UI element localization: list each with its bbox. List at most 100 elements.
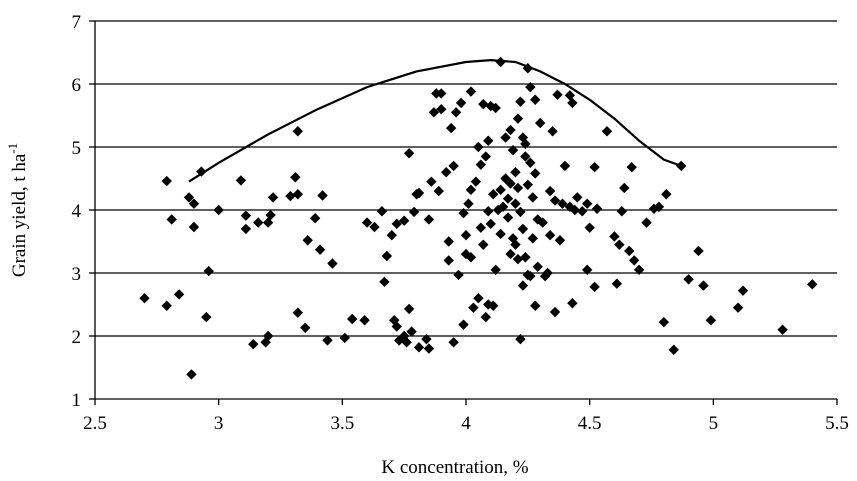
data-point [661, 189, 672, 200]
x-tick-label-2.5: 2.5 [83, 413, 107, 434]
data-point [581, 198, 593, 209]
data-point [537, 217, 548, 228]
x-tick-label-5: 5 [709, 413, 719, 434]
data-point [285, 190, 296, 202]
data-point [183, 192, 195, 203]
data-point [428, 107, 440, 118]
data-point [547, 126, 558, 137]
x-tick-label-4.5: 4.5 [578, 413, 602, 434]
data-point [240, 223, 252, 235]
data-point [517, 223, 529, 235]
data-point [381, 250, 393, 262]
data-point [248, 338, 259, 350]
data-point [581, 264, 593, 276]
data-point [520, 138, 531, 150]
data-point [648, 203, 660, 214]
data-point [525, 270, 536, 282]
data-point [290, 172, 301, 183]
data-point [502, 193, 514, 204]
data-point [322, 335, 333, 346]
data-point [398, 215, 410, 226]
data-point [807, 279, 818, 290]
data-point [401, 337, 412, 348]
data-point [475, 222, 487, 233]
data-point [510, 198, 521, 209]
data-point [391, 218, 402, 230]
y-axis-title-superscript: -1 [5, 143, 20, 154]
data-point [584, 222, 595, 233]
data-point [267, 192, 279, 203]
data-point [463, 198, 474, 209]
data-point [668, 344, 679, 356]
data-point [505, 124, 516, 136]
y-axis-title: Grain yield, t ha-1 [5, 143, 30, 277]
data-point [641, 217, 652, 228]
data-point [505, 248, 516, 260]
data-point [683, 274, 694, 285]
axes [89, 20, 838, 405]
data-point [510, 167, 521, 178]
data-point [495, 228, 506, 240]
data-point [436, 104, 447, 115]
data-point [500, 132, 511, 143]
data-point [465, 252, 477, 263]
data-point [386, 230, 397, 241]
data-point [549, 195, 561, 206]
data-point [522, 179, 534, 190]
data-point [470, 176, 482, 187]
data-point [480, 151, 491, 162]
data-point [502, 212, 514, 223]
data-point [188, 221, 200, 233]
data-point [515, 96, 526, 107]
data-point [453, 269, 464, 281]
data-point [544, 230, 556, 241]
data-point [468, 302, 479, 313]
data-point [300, 322, 311, 334]
data-point [512, 253, 524, 265]
data-point [369, 221, 380, 233]
data-point [589, 161, 600, 173]
data-point [478, 98, 489, 110]
data-point [589, 281, 600, 293]
data-point [653, 201, 665, 213]
data-point [485, 218, 496, 230]
data-point [530, 168, 541, 179]
data-point [203, 265, 214, 277]
data-point [443, 255, 454, 266]
data-point [361, 217, 373, 228]
data-point [693, 245, 704, 257]
data-point [572, 192, 583, 203]
data-point [441, 167, 452, 178]
y-tick-labels: 1 2 3 4 5 6 7 [72, 12, 82, 411]
x-tick-label-5.5: 5.5 [825, 413, 849, 434]
x-tick-label-4: 4 [461, 413, 471, 434]
data-point [737, 285, 749, 296]
data-point [408, 206, 420, 218]
data-point [510, 239, 521, 250]
data-point [240, 210, 252, 221]
data-point [544, 185, 556, 197]
y-tick-label-2: 2 [72, 327, 82, 348]
data-point [436, 88, 447, 99]
data-point [188, 198, 200, 209]
data-point [445, 122, 457, 134]
data-point [527, 192, 538, 203]
y-tick-label-1: 1 [72, 390, 82, 411]
gridlines [95, 20, 837, 337]
data-point [577, 206, 588, 217]
data-point [495, 184, 506, 196]
data-point [292, 307, 304, 318]
boundary-curve [188, 58, 682, 183]
data-point [619, 182, 630, 194]
data-point [507, 144, 519, 156]
data-point [265, 209, 276, 221]
data-point [379, 276, 390, 288]
x-tick-label-3: 3 [214, 413, 224, 434]
data-point [359, 315, 370, 326]
data-point [253, 217, 264, 228]
data-point [339, 332, 351, 344]
data-point [161, 300, 172, 311]
data-point [166, 214, 177, 225]
data-point [403, 148, 415, 159]
